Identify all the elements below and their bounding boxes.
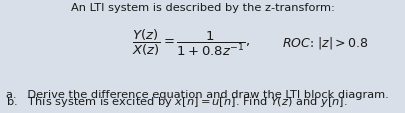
Text: a.   Derive the difference equation and draw the LTI block diagram.: a. Derive the difference equation and dr… (6, 89, 388, 99)
Text: $\dfrac{Y(z)}{X(z)} = \dfrac{1}{1 + 0.8z^{-1}},$: $\dfrac{Y(z)}{X(z)} = \dfrac{1}{1 + 0.8z… (131, 28, 249, 58)
Text: b.   This system is excited by $x[n] = u[n]$. Find $Y(z)$ and $y[n]$.: b. This system is excited by $x[n] = u[n… (6, 95, 347, 108)
Text: $\mathit{ROC}$: $|z| > 0.8$: $\mathit{ROC}$: $|z| > 0.8$ (281, 35, 367, 51)
Text: An LTI system is described by the z-transform:: An LTI system is described by the z-tran… (71, 3, 334, 13)
